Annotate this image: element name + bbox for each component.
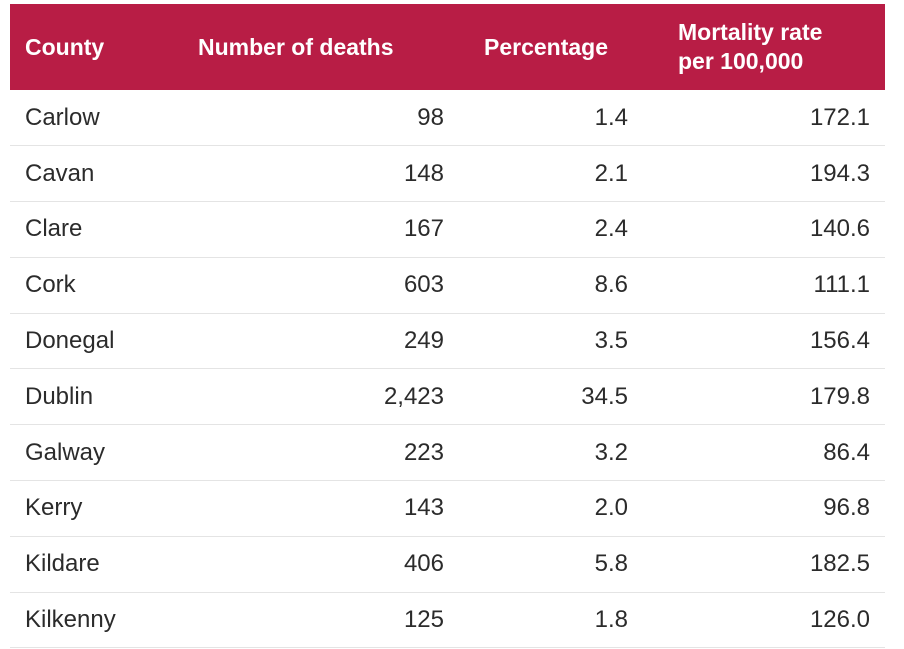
cell-county: Kerry: [25, 494, 83, 522]
cell-deaths: 223: [403, 438, 444, 466]
table-row: Cork 603 8.6 111.1: [10, 257, 885, 314]
cell-county: Cork: [25, 271, 76, 299]
cell-rate: 172.1: [809, 103, 870, 131]
cell-deaths: 125: [403, 606, 444, 634]
cell-deaths: 148: [403, 159, 444, 187]
cell-rate: 86.4: [823, 438, 870, 466]
cell-county: Dublin: [25, 382, 94, 410]
table-row: Carlow 98 1.4 172.1: [10, 90, 885, 146]
cell-county: Kildare: [25, 550, 100, 578]
cell-rate: 156.4: [809, 327, 870, 355]
header-number-of-deaths: Number of deaths: [198, 33, 394, 60]
cell-rate: 140.6: [809, 215, 870, 243]
cell-rate: 179.8: [809, 382, 870, 410]
table-row: Kerry 143 2.0 96.8: [10, 481, 885, 537]
cell-percentage: 2.1: [594, 159, 628, 187]
cell-deaths: 2,423: [383, 382, 444, 410]
cell-percentage: 1.8: [594, 606, 628, 634]
table-header: County Number of deaths Percentage Morta…: [10, 4, 885, 90]
cell-percentage: 3.2: [594, 438, 628, 466]
header-mortality-rate-line1: Mortality rate: [678, 19, 823, 45]
cell-rate: 96.8: [823, 494, 870, 522]
cell-percentage: 5.8: [594, 550, 628, 578]
cell-county: Donegal: [25, 327, 115, 355]
cell-percentage: 8.6: [594, 271, 628, 299]
cell-rate: 126.0: [809, 606, 870, 634]
cell-percentage: 34.5: [581, 382, 628, 410]
cell-county: Clare: [25, 215, 83, 243]
cell-county: Kilkenny: [25, 606, 116, 634]
cell-percentage: 3.5: [594, 327, 628, 355]
table-row: Clare 167 2.4 140.6: [10, 202, 885, 258]
table-header-row: County Number of deaths Percentage Morta…: [10, 4, 885, 90]
cell-county: Galway: [25, 438, 106, 466]
header-mortality-rate-line2: per 100,000: [678, 48, 804, 74]
cell-percentage: 2.4: [594, 215, 628, 243]
table-row: Kildare 406 5.8 182.5: [10, 536, 885, 593]
cell-rate: 182.5: [809, 550, 870, 578]
cell-percentage: 1.4: [594, 103, 628, 131]
mortality-table: County Number of deaths Percentage Morta…: [10, 4, 885, 648]
header-percentage: Percentage: [484, 33, 609, 60]
cell-rate: 111.1: [813, 271, 871, 299]
table-row: Cavan 148 2.1 194.3: [10, 146, 885, 202]
cell-deaths: 603: [403, 271, 444, 299]
cell-county: Cavan: [25, 159, 95, 187]
table-row: Dublin 2,423 34.5 179.8: [10, 369, 885, 425]
cell-county: Carlow: [25, 103, 100, 131]
table-row: Galway 223 3.2 86.4: [10, 425, 885, 481]
cell-deaths: 98: [417, 103, 444, 131]
header-mortality-rate: Mortality rate per 100,000: [656, 4, 885, 90]
cell-percentage: 2.0: [594, 494, 628, 522]
cell-deaths: 143: [403, 494, 444, 522]
table-row: Kilkenny 125 1.8 126.0: [10, 592, 885, 648]
cell-deaths: 167: [403, 215, 444, 243]
table-body: Carlow 98 1.4 172.1 Cavan 148 2.1 194.3 …: [10, 90, 885, 648]
cell-deaths: 406: [403, 550, 444, 578]
mortality-table-container: County Number of deaths Percentage Morta…: [10, 4, 885, 648]
cell-deaths: 249: [403, 327, 444, 355]
cell-rate: 194.3: [809, 159, 870, 187]
header-county: County: [25, 33, 105, 60]
table-row: Donegal 249 3.5 156.4: [10, 313, 885, 369]
